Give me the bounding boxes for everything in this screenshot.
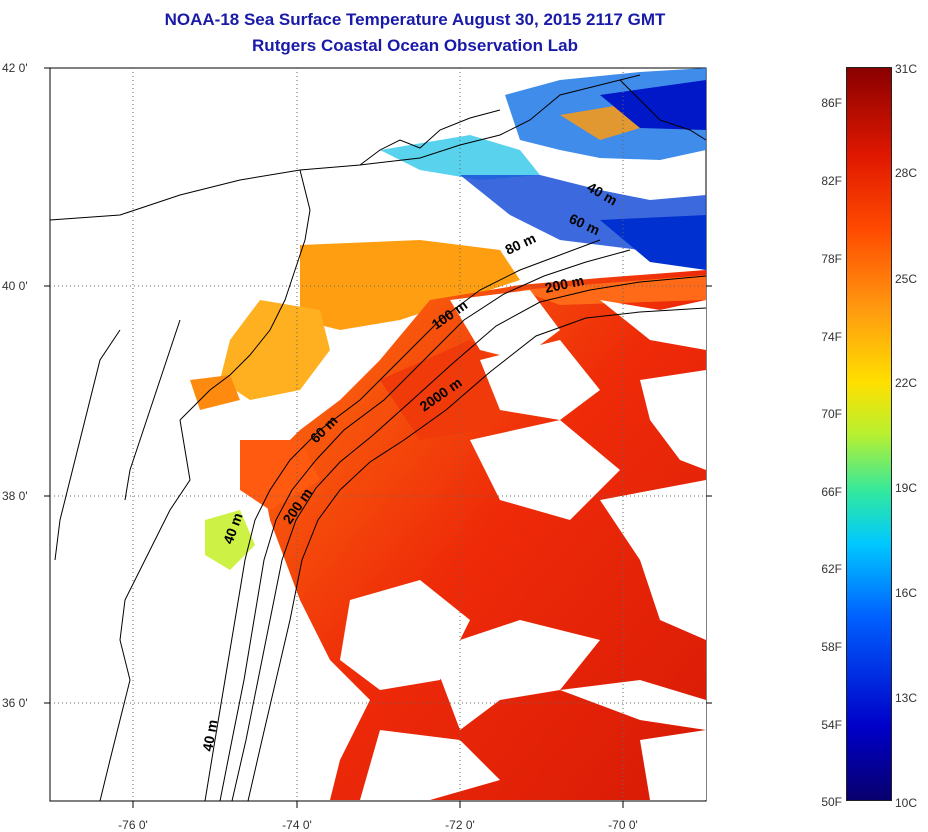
colorbar-c-label: 28C [895, 166, 918, 180]
lat-label: 36 0' [2, 696, 28, 710]
cloud-mask [340, 290, 706, 800]
colorbar-c-label: 10C [895, 796, 918, 810]
colorbar-f-label: 82F [821, 174, 842, 188]
colorbar-f-label: 86F [821, 96, 842, 110]
lat-label: 40 0' [2, 279, 28, 293]
colorbar-f-label: 54F [821, 718, 842, 732]
bathymetry-contours [204, 239, 707, 802]
coastline [49, 74, 707, 802]
colorbar-c-label: 19C [895, 481, 918, 495]
map-title: NOAA-18 Sea Surface Temperature August 3… [164, 10, 666, 29]
lon-label: -70 0' [608, 818, 638, 832]
contour-label: 40 m [199, 718, 220, 752]
graticule [50, 68, 706, 801]
colorbar-f-label: 58F [821, 640, 842, 654]
colorbar-c-label: 22C [895, 376, 918, 390]
map-subtitle: Rutgers Coastal Ocean Observation Lab [252, 36, 578, 55]
colorbar-f-label: 50F [821, 795, 842, 809]
lon-label: -72 0' [445, 818, 475, 832]
axis-ticks [44, 67, 712, 808]
colorbar-f-label: 62F [821, 562, 842, 576]
colorbar-f-label: 70F [821, 407, 842, 421]
colorbar-f-label: 78F [821, 252, 842, 266]
colorbar-c-label: 25C [895, 272, 918, 286]
lon-label: -76 0' [118, 818, 148, 832]
colorbar-f-label: 74F [821, 330, 842, 344]
lon-label: -74 0' [282, 818, 312, 832]
temperature-colorbar [846, 67, 892, 801]
lat-label: 42 0' [2, 61, 28, 75]
lat-label: 38 0' [2, 489, 28, 503]
colorbar-f-label: 66F [821, 485, 842, 499]
colorbar-c-label: 16C [895, 586, 918, 600]
colorbar-c-label: 13C [895, 691, 918, 705]
colorbar-c-label: 31C [895, 62, 918, 76]
